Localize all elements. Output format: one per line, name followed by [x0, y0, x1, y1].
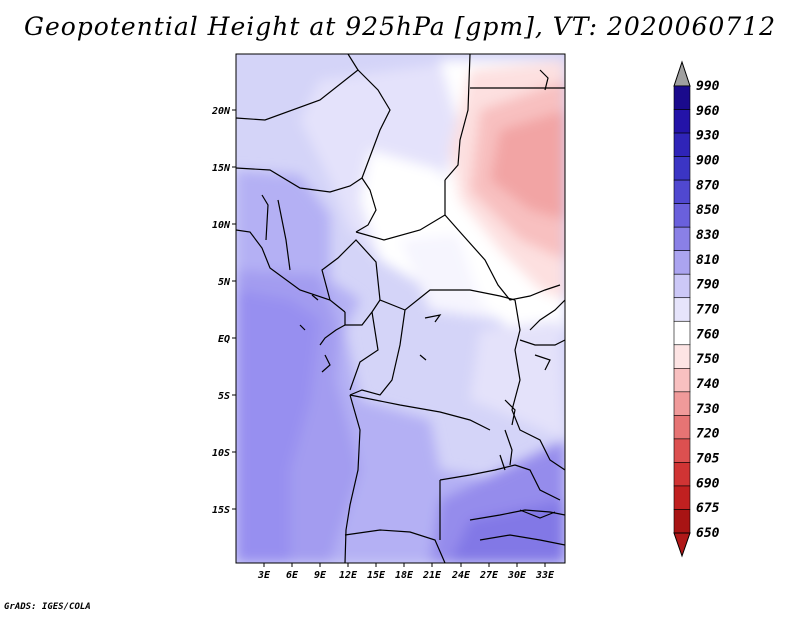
lon-label: 12E [339, 570, 358, 581]
colorbar-label: 810 [696, 253, 720, 268]
colorbar-box [673, 179, 691, 204]
lon-label: 21E [422, 570, 442, 581]
lat-label: 10S [212, 448, 230, 459]
colorbar-box [673, 415, 691, 440]
colorbar-box [673, 156, 691, 181]
lat-label: 10N [212, 220, 231, 231]
colorbar-top-arrow [673, 60, 691, 87]
colorbar-box [673, 485, 691, 510]
colorbar-label: 870 [696, 178, 720, 193]
colorbar-boxes [673, 85, 691, 534]
colorbar-box [673, 250, 691, 275]
colorbar-label: 770 [696, 303, 720, 318]
colorbar-bottom-arrow [673, 532, 691, 558]
lon-label: 24E [451, 570, 471, 581]
colorbar-box [673, 368, 691, 393]
lon-label: 27E [479, 570, 499, 581]
colorbar-label: 930 [696, 129, 720, 144]
lat-label: 5N [218, 277, 231, 288]
lat-label: 15N [212, 163, 231, 174]
colorbar-box [673, 132, 691, 157]
colorbar-box [673, 391, 691, 416]
colorbar-box [673, 226, 691, 251]
map-frame [235, 53, 566, 564]
lon-label: 6E [286, 570, 299, 581]
colorbar-label: 790 [696, 278, 720, 293]
colorbar-box [673, 203, 691, 228]
lon-label: 15E [367, 570, 386, 581]
colorbar-box [673, 462, 691, 487]
colorbar-label: 960 [696, 104, 720, 119]
colorbar-labels: 990 960 930 900 870 850 830 810 790 770 760 750 740 7… [696, 79, 720, 541]
colorbar-label: 730 [696, 402, 720, 417]
colorbar-label: 650 [696, 526, 720, 541]
longitude-axis: 3E 6E 9E 12E 15E 18E 21E 24E 27E 30E 33E [257, 563, 555, 581]
colorbar-label: 750 [696, 352, 720, 367]
lon-label: 30E [507, 570, 527, 581]
colorbar-box [673, 85, 691, 110]
colorbar-box [673, 297, 691, 322]
country-borders [236, 54, 565, 563]
lat-label: 15S [212, 505, 230, 516]
lon-label: 3E [257, 570, 271, 581]
colorbar-label: 900 [696, 154, 720, 169]
latitude-axis: 20N 15N 10N 5N EQ 5S 10S 15S [211, 106, 236, 516]
colorbar-box [673, 320, 691, 346]
lon-label: 9E [314, 570, 327, 581]
colorbar-box [673, 344, 691, 369]
colorbar-box [673, 109, 691, 134]
colorbar-label: 760 [696, 327, 720, 342]
colorbar-label: 720 [696, 427, 720, 442]
colorbar-box [673, 273, 691, 299]
lat-label: EQ [218, 334, 230, 345]
lon-label: 33E [535, 570, 555, 581]
lon-label: 18E [395, 570, 414, 581]
colorbar-label: 675 [696, 501, 720, 516]
lat-label: 5S [218, 391, 230, 402]
colorbar-box [673, 438, 691, 463]
colorbar-box [673, 509, 691, 534]
colorbar-label: 740 [696, 377, 720, 392]
colorbar: 990 960 930 900 870 850 830 810 790 770 760 750 740 7… [673, 60, 720, 558]
lat-label: 20N [211, 106, 231, 117]
colorbar-label: 990 [696, 79, 720, 94]
colorbar-label: 690 [696, 476, 720, 491]
colorbar-label: 705 [696, 452, 720, 467]
grads-credit: GrADS: IGES/COLA [4, 602, 91, 612]
colorbar-label: 850 [696, 203, 720, 218]
colorbar-label: 830 [696, 228, 720, 243]
map-title: Geopotential Height at 925hPa [gpm], VT:… [23, 12, 777, 41]
